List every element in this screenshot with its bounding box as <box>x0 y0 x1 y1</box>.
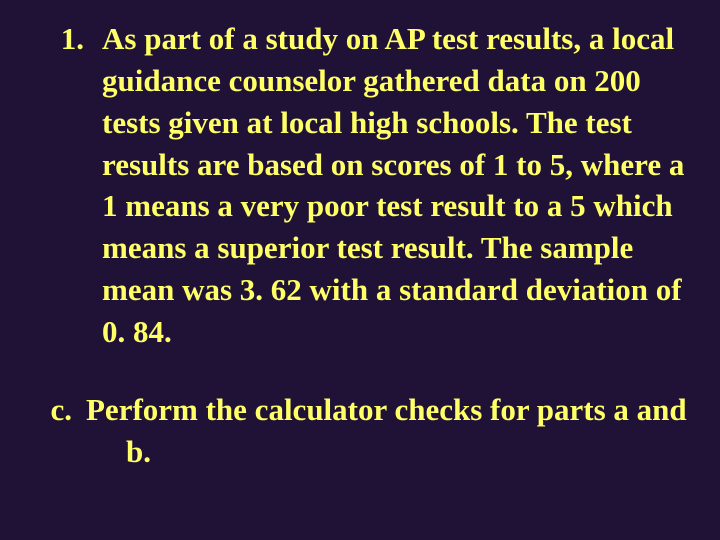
item-marker: c. <box>28 389 82 431</box>
list-item-c: c. Perform the calculator checks for par… <box>28 389 692 473</box>
item-marker: 1. <box>28 18 102 60</box>
spacer <box>28 353 692 389</box>
item-body: Perform the calculator checks for parts … <box>82 389 692 473</box>
item-text: Perform the calculator checks for parts … <box>86 389 692 473</box>
slide: 1. As part of a study on AP test results… <box>0 0 720 540</box>
list-item-1: 1. As part of a study on AP test results… <box>28 18 692 353</box>
item-body: As part of a study on AP test results, a… <box>102 18 692 353</box>
